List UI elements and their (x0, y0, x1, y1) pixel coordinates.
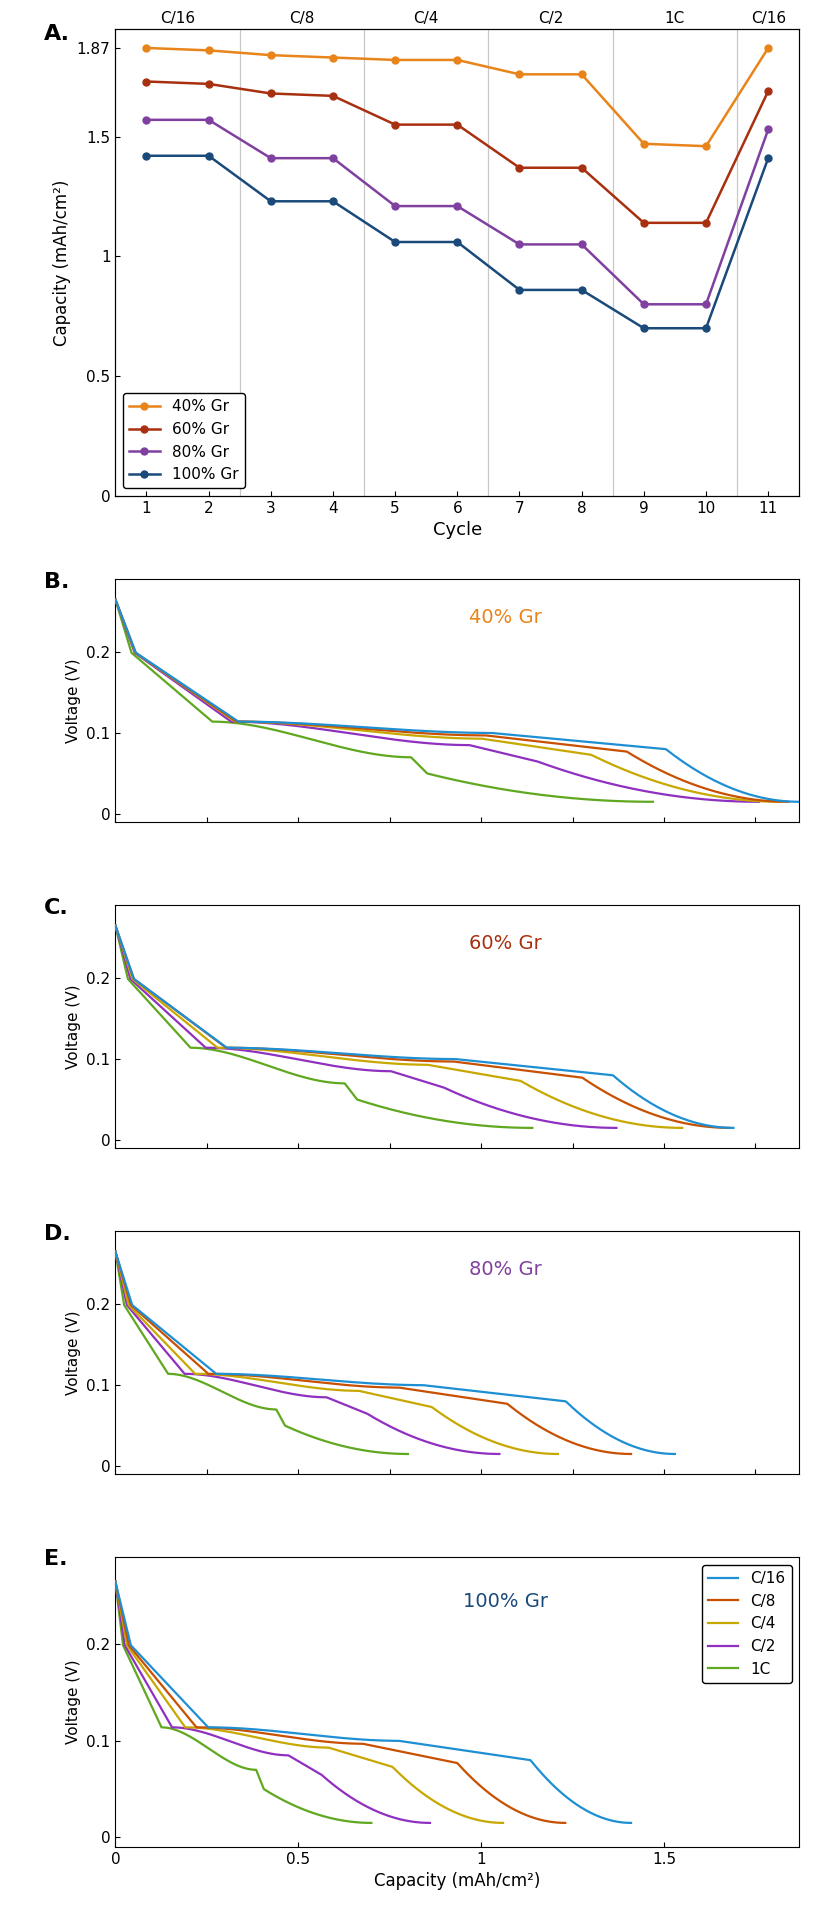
X-axis label: Cycle: Cycle (433, 522, 482, 540)
Y-axis label: Voltage (V): Voltage (V) (66, 659, 81, 743)
100% Gr (452, 230, 462, 253)
60% Gr (763, 79, 773, 102)
Text: C.: C. (44, 899, 68, 918)
Text: A.: A. (44, 25, 69, 44)
Text: B.: B. (44, 572, 69, 591)
40% Gr (266, 44, 276, 67)
40% Gr (639, 132, 648, 156)
Text: 40% Gr: 40% Gr (469, 609, 541, 628)
Line: 60% Gr: 60% Gr (143, 79, 771, 227)
60% Gr (204, 73, 213, 96)
40% Gr (452, 48, 462, 71)
Text: 100% Gr: 100% Gr (463, 1592, 548, 1611)
80% Gr (391, 194, 400, 217)
40% Gr (701, 134, 711, 157)
40% Gr (204, 38, 213, 61)
100% Gr (204, 144, 213, 167)
60% Gr (701, 211, 711, 234)
80% Gr (142, 108, 152, 131)
60% Gr (142, 69, 152, 92)
X-axis label: Capacity (mAh/cm²): Capacity (mAh/cm²) (374, 1872, 541, 1891)
Legend: 40% Gr, 60% Gr, 80% Gr, 100% Gr: 40% Gr, 60% Gr, 80% Gr, 100% Gr (123, 394, 245, 488)
40% Gr (391, 48, 400, 71)
40% Gr (328, 46, 338, 69)
Y-axis label: Voltage (V): Voltage (V) (66, 1311, 81, 1396)
Y-axis label: Voltage (V): Voltage (V) (66, 985, 81, 1069)
Line: 40% Gr: 40% Gr (143, 44, 771, 150)
100% Gr (328, 190, 338, 213)
40% Gr (514, 63, 524, 86)
Text: D.: D. (44, 1225, 70, 1244)
40% Gr (142, 36, 152, 60)
100% Gr (639, 317, 648, 340)
100% Gr (142, 144, 152, 167)
Text: E.: E. (44, 1549, 67, 1569)
Line: 80% Gr: 80% Gr (143, 117, 771, 307)
80% Gr (514, 232, 524, 255)
100% Gr (391, 230, 400, 253)
100% Gr (701, 317, 711, 340)
80% Gr (701, 292, 711, 315)
80% Gr (639, 292, 648, 315)
60% Gr (328, 84, 338, 108)
Text: 60% Gr: 60% Gr (469, 935, 541, 954)
Legend: C/16, C/8, C/4, C/2, 1C: C/16, C/8, C/4, C/2, 1C (701, 1565, 792, 1682)
Y-axis label: Voltage (V): Voltage (V) (66, 1661, 81, 1745)
80% Gr (204, 108, 213, 131)
80% Gr (452, 194, 462, 217)
80% Gr (763, 117, 773, 140)
100% Gr (514, 278, 524, 301)
100% Gr (577, 278, 587, 301)
60% Gr (577, 156, 587, 179)
100% Gr (266, 190, 276, 213)
60% Gr (514, 156, 524, 179)
80% Gr (328, 146, 338, 169)
40% Gr (763, 36, 773, 60)
80% Gr (577, 232, 587, 255)
60% Gr (452, 113, 462, 136)
60% Gr (639, 211, 648, 234)
Text: 80% Gr: 80% Gr (469, 1260, 541, 1279)
60% Gr (266, 83, 276, 106)
40% Gr (577, 63, 587, 86)
60% Gr (391, 113, 400, 136)
80% Gr (266, 146, 276, 169)
Y-axis label: Capacity (mAh/cm²): Capacity (mAh/cm²) (54, 179, 71, 346)
100% Gr (763, 146, 773, 169)
Line: 100% Gr: 100% Gr (143, 152, 771, 332)
